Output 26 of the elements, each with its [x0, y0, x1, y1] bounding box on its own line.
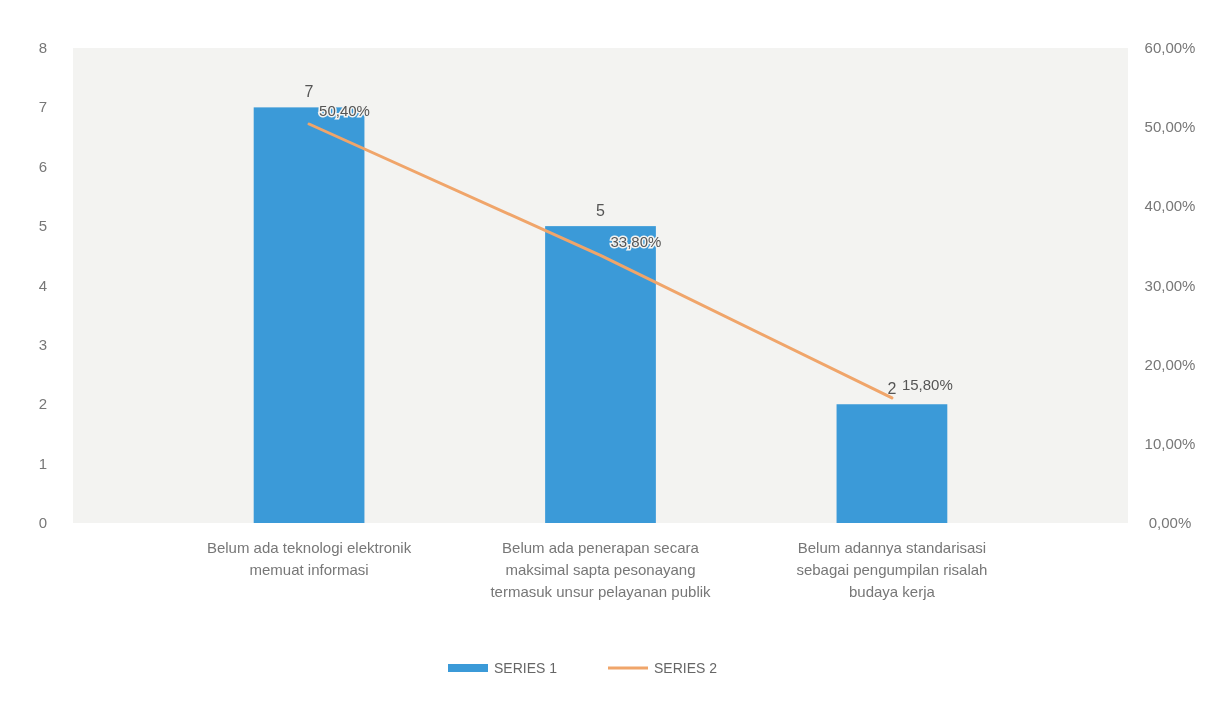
y2-tick-label: 20,00% — [1144, 355, 1196, 373]
data-label: 5 — [596, 202, 606, 220]
y2-tick-label: 50,00% — [1144, 118, 1196, 136]
y-tick-label: 8 — [38, 39, 48, 56]
y2-tick-label: 0,00% — [1148, 514, 1192, 531]
y2-tick-label: 30,00% — [1144, 276, 1196, 294]
y-tick-label: 2 — [38, 395, 48, 413]
data-label: 2 — [887, 380, 897, 398]
y2-tick-label: 60,00% — [1144, 39, 1196, 56]
x-tick-label: Belum adannya standarisasi sebagai pengumpilan risalah budaya kerja — [796, 539, 988, 600]
y-tick-label: 0 — [38, 514, 48, 531]
y2-tick-label: 10,00% — [1144, 434, 1196, 452]
y-tick-label: 5 — [38, 217, 48, 235]
x-tick-label: Belum ada teknologi elektronik memuat informasi — [206, 539, 412, 578]
x-tick-label: Belum ada penerapan secara maksimal sapta pesonayang termasuk unsur pelayanan publik — [490, 539, 712, 600]
data-label: 15,80% — [901, 375, 953, 393]
y-tick-label: 3 — [38, 335, 48, 353]
legend-label: SERIES 1 — [494, 660, 558, 676]
y2-tick-label: 40,00% — [1144, 197, 1196, 215]
legend-label: SERIES 2 — [654, 660, 718, 676]
y-tick-label: 7 — [38, 98, 48, 116]
data-label: 7 — [304, 83, 314, 101]
y-tick-label: 1 — [38, 454, 48, 472]
y-tick-label: 6 — [38, 157, 48, 175]
bar — [836, 404, 948, 523]
y-tick-label: 4 — [38, 276, 48, 294]
